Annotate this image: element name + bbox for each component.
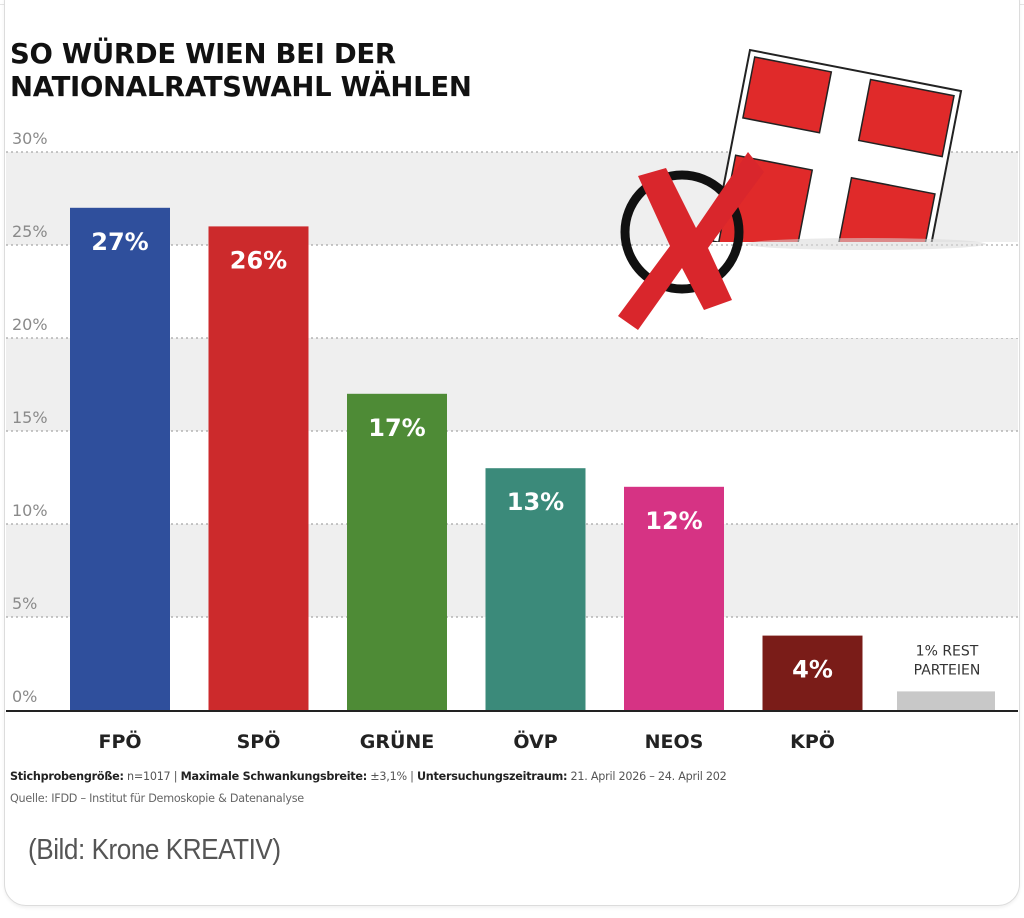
- rest-parties-label: 1% REST: [916, 643, 979, 659]
- category-label: FPÖ: [98, 729, 141, 753]
- sample-size-value: n=1017 |: [123, 770, 181, 783]
- y-tick-label: 30%: [12, 129, 48, 148]
- y-tick-label: 0%: [12, 687, 37, 706]
- bar: [897, 691, 995, 710]
- data-label: 26%: [230, 246, 287, 274]
- bar: [347, 393, 447, 710]
- chart-title-line-1: SO WÜRDE WIEN BEI DER: [10, 38, 396, 70]
- data-label: 4%: [792, 656, 833, 684]
- infographic: 0% 5% 10% 15% 20% 25% 30% FPÖ SPÖ GRÜNE ÖVP NEOS KP…: [6, 0, 1018, 812]
- margin-value: ±3,1% |: [366, 770, 417, 783]
- period-label: Untersuchungszeitraum:: [416, 770, 568, 783]
- y-tick-label: 25%: [12, 222, 48, 241]
- source-note: Quelle: IFDD – Institut für Demoskopie &…: [10, 792, 304, 805]
- category-label: SPÖ: [237, 729, 281, 753]
- chart-title: SO WÜRDE WIEN BEI DER NATIONALRATSWAHL W…: [10, 38, 472, 104]
- category-label: NEOS: [645, 731, 704, 753]
- bar: [485, 468, 586, 710]
- y-axis-labels: 0% 5% 10% 15% 20% 25% 30%: [12, 129, 48, 706]
- ballot-box-vienna-flag-icon: [606, 48, 1018, 338]
- margin-label: Maximale Schwankungsbreite:: [180, 770, 368, 783]
- sample-size-label: Stichprobengröße:: [10, 770, 124, 783]
- bar-chart: 0% 5% 10% 15% 20% 25% 30% FPÖ SPÖ GRÜNE ÖVP NEOS KP…: [6, 48, 1018, 753]
- bar: [70, 207, 170, 711]
- period-value: 21. April 2026 – 24. April 202: [567, 770, 727, 783]
- survey-meta: Stichprobengröße: n=1017 | Maximale Schw…: [10, 770, 727, 783]
- data-label: 27%: [91, 228, 148, 256]
- bar: [762, 635, 863, 710]
- data-label: 12%: [645, 507, 702, 535]
- bar: [208, 226, 309, 710]
- y-tick-label: 15%: [12, 408, 48, 427]
- category-label: ÖVP: [513, 729, 557, 753]
- y-tick-label: 20%: [12, 315, 48, 334]
- grid-band: [6, 338, 1018, 431]
- category-label: KPÖ: [790, 729, 835, 753]
- bar: [624, 486, 724, 710]
- rest-parties-label: PARTEIEN: [914, 662, 981, 678]
- image-caption: (Bild: Krone KREATIV): [28, 834, 281, 866]
- data-label: 17%: [368, 414, 425, 442]
- bars: [70, 207, 995, 711]
- data-label: 13%: [507, 488, 564, 516]
- category-label: GRÜNE: [360, 729, 435, 753]
- y-tick-label: 10%: [12, 501, 48, 520]
- x-axis-labels: FPÖ SPÖ GRÜNE ÖVP NEOS KPÖ: [98, 729, 834, 753]
- data-labels: 27% 26% 17% 13% 12% 4% 1% REST PARTEIEN: [91, 228, 980, 684]
- chart-title-line-2: NATIONALRATSWAHL WÄHLEN: [10, 71, 472, 103]
- y-tick-label: 5%: [12, 594, 37, 613]
